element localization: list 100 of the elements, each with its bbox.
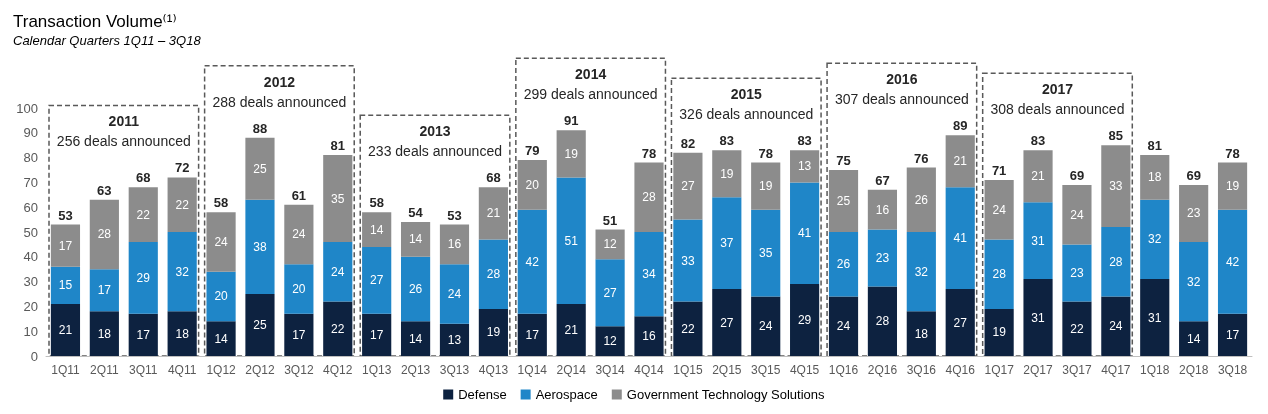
x-tick-label: 2Q13 (400, 363, 431, 377)
legend-label: Defense (458, 387, 507, 402)
x-tick-label: 4Q13 (478, 363, 509, 377)
legend-label: Aerospace (535, 387, 598, 402)
data-label: 24 (1070, 207, 1084, 222)
data-label: 35 (759, 246, 773, 261)
data-label: 24 (1109, 319, 1123, 334)
data-label: 21 (486, 206, 501, 221)
bar (167, 177, 197, 232)
bar (1023, 202, 1053, 280)
bar (128, 241, 158, 314)
data-label: 14 (370, 222, 384, 237)
bar (400, 321, 431, 356)
bar (284, 264, 314, 314)
chart-title: Transaction Volume⁽¹⁾ (13, 12, 177, 31)
data-label: 17 (97, 283, 112, 298)
data-label: 17 (136, 327, 151, 342)
total-label: 82 (680, 135, 696, 151)
bar (751, 296, 781, 356)
x-tick-label: 1Q14 (517, 363, 548, 377)
text: 2016 307 deals announced (834, 71, 969, 108)
total-label: 83 (719, 133, 735, 149)
data-label: 28 (486, 267, 501, 282)
bar (1140, 279, 1170, 356)
data-label: 31 (1031, 233, 1046, 248)
x-tick-label: 4Q15 (789, 363, 820, 377)
data-label: 21 (564, 322, 579, 337)
data-label: 38 (253, 239, 267, 254)
data-label: 28 (97, 227, 112, 242)
annotation: 2013 233 deals announced (368, 123, 502, 160)
y-tick-label: 70 (23, 174, 38, 190)
x-tick-label: 2Q12 (245, 363, 275, 377)
y-tick-label: 10 (23, 323, 38, 339)
data-label: 17 (370, 327, 384, 342)
total-label: 78 (1225, 145, 1240, 161)
total-label: 89 (952, 118, 968, 134)
total-label: 85 (1108, 128, 1124, 144)
total-label: 81 (1147, 138, 1162, 154)
x-tick-label: 4Q11 (167, 363, 197, 377)
bar (1179, 321, 1209, 356)
x-tick-label: 1Q12 (206, 363, 237, 377)
bar (439, 323, 470, 356)
y-tick-label: 80 (23, 150, 38, 166)
x-tick-label: 3Q14 (595, 363, 626, 377)
data-label: 41 (953, 231, 968, 246)
bar (284, 204, 314, 265)
x-tick-label: 4Q12 (323, 363, 353, 377)
bar (1023, 150, 1053, 203)
data-label: 19 (564, 146, 579, 161)
bar (89, 311, 119, 356)
bar (50, 266, 81, 304)
data-label: 16 (875, 202, 890, 217)
data-label: 22 (136, 207, 151, 222)
bar (478, 187, 508, 240)
bar (400, 222, 431, 257)
annotation: 2017 308 deals announced (990, 81, 1125, 118)
bar (517, 313, 547, 356)
data-label: 27 (681, 179, 695, 194)
data-label: 18 (97, 326, 112, 341)
data-label: 21 (58, 322, 73, 337)
bar (362, 212, 392, 247)
data-label: 20 (214, 289, 229, 304)
data-label: 17 (1225, 327, 1240, 342)
data-label: 24 (331, 264, 345, 279)
bar (673, 219, 703, 302)
total-label: 71 (991, 162, 1007, 178)
bar (206, 321, 236, 356)
x-tick-label: 2Q16 (867, 363, 898, 377)
data-label: 33 (681, 253, 695, 268)
bar (362, 313, 392, 356)
bar (556, 177, 586, 304)
x-tick-label: 1Q11 (51, 363, 81, 377)
total-label: 68 (486, 170, 501, 186)
bar (167, 232, 197, 312)
total-label: 53 (447, 207, 462, 223)
bar (556, 303, 586, 356)
bar (478, 239, 508, 309)
data-label: 51 (564, 233, 579, 248)
data-label: 32 (1186, 274, 1201, 289)
total-label: 88 (252, 120, 268, 136)
data-label: 28 (875, 314, 890, 329)
data-label: 24 (447, 287, 462, 301)
data-label: 12 (603, 237, 618, 252)
data-label: 16 (642, 329, 656, 344)
data-label: 26 (408, 282, 423, 297)
bar (89, 269, 119, 312)
data-label: 13 (447, 332, 462, 347)
x-tick-label: 3Q18 (1217, 363, 1248, 377)
bar (867, 229, 898, 287)
data-label: 28 (1109, 254, 1123, 269)
x-tick-label: 1Q16 (828, 363, 859, 377)
data-label: 15 (58, 278, 73, 293)
bar (634, 162, 664, 232)
total-label: 69 (1069, 167, 1085, 183)
annotation: 2011 256 deals announced (56, 113, 191, 150)
bar (984, 179, 1014, 240)
data-label: 24 (292, 227, 306, 242)
bar (1217, 162, 1248, 210)
bar (1062, 244, 1092, 302)
bar (945, 289, 975, 356)
